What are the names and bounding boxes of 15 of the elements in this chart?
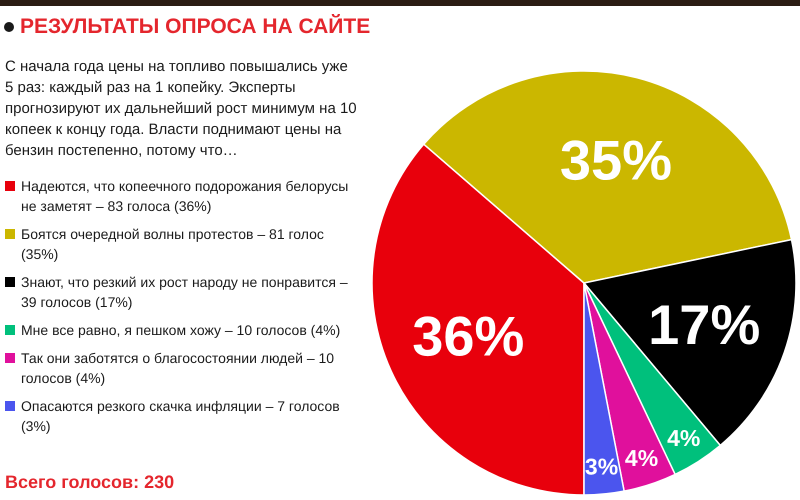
data-label: 35% (560, 128, 672, 192)
legend-label: Боятся очередной волны протестов – 81 голос (35%) (21, 225, 325, 264)
data-label: 3% (584, 454, 618, 480)
legend-label: Знают, что резкий их рост народу не понравится – 39 голосов (17%) (21, 273, 349, 312)
legend-label: Опасаются резкого скачка инфляции – 7 голосов (3%) (21, 397, 341, 436)
data-label: 36% (412, 304, 524, 368)
data-label: 17% (648, 293, 760, 356)
chart-title: РЕЗУЛЬТАТЫ ОПРОСА НА САЙТЕ (20, 15, 370, 39)
legend-label: Надеются, что копеечного подорожания белорусы не заметят – 83 голоса (36%) (21, 177, 350, 216)
data-label: 4% (667, 425, 700, 452)
data-label: 4% (624, 445, 658, 472)
legend-label: Так они заботятся о благосостоянии людей – 10 голосов (4%) (21, 349, 336, 388)
text: С начала года цены на топливо повышались уже 5 раз: каждый раз на 1 копейку. Эксперты прогнозируют их дальнейший рост минимум на 10 копеек к концу года. Власти поднимают цены на бензин постепенно, потому что… (5, 57, 358, 161)
legend-label: Мне все равно, я пешком хожу – 10 голосов (4%) (21, 321, 342, 340)
text: Всего голосов: 230 (5, 472, 174, 493)
